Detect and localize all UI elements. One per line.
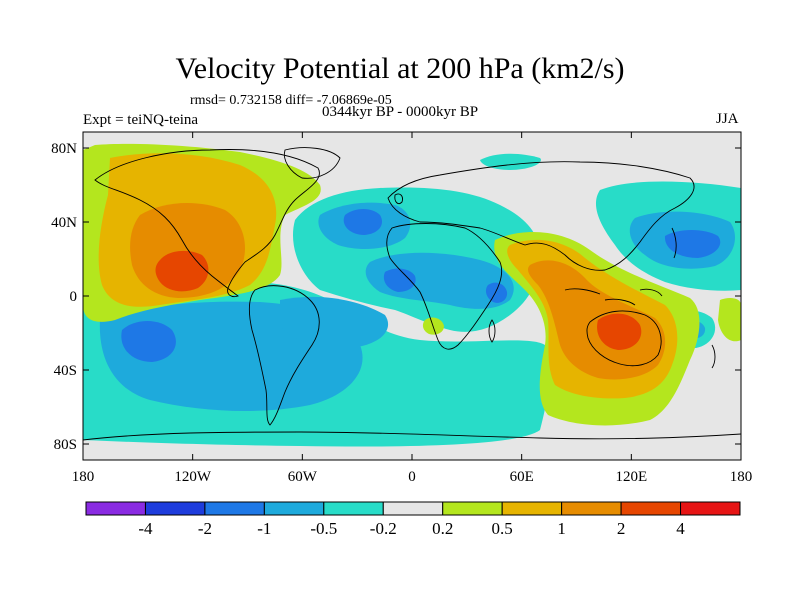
- axis-ticks: [82, 132, 742, 460]
- colorbar-swatch: [144, 501, 206, 516]
- coast-japan: [671, 227, 677, 259]
- contour-neg-eastafrica-core: [485, 282, 508, 303]
- period-label: 0344kyr BP - 0000kyr BP: [322, 104, 479, 120]
- x-tick-label: 180: [730, 469, 753, 485]
- coast-africa: [386, 223, 503, 350]
- colorbar-label: 0.5: [492, 519, 513, 538]
- chart-title: Velocity Potential at 200 hPa (km2/s): [175, 52, 625, 85]
- contour-neg-atlantic-core: [343, 209, 383, 235]
- colorbar-swatch: [382, 501, 444, 516]
- contour-pos-pacific-core: [155, 250, 209, 292]
- x-tick-label: 180: [72, 469, 95, 485]
- colorbar-swatch: [263, 501, 325, 516]
- y-tick-label: 80S: [54, 437, 77, 453]
- colorbar-label: 0.2: [432, 519, 453, 538]
- x-tick-label: 120E: [615, 469, 647, 485]
- y-tick-label: 40N: [51, 215, 77, 231]
- contour-neg-south-atlantic-inner: [280, 296, 389, 349]
- colorbar-label: -0.2: [370, 519, 397, 538]
- x-tick-label: 60E: [510, 469, 534, 485]
- colorbar-swatch: [204, 501, 265, 516]
- coast-europe-asia: [387, 161, 695, 271]
- colorbar-label: -4: [138, 519, 153, 538]
- coast-madagascar: [488, 319, 496, 343]
- y-tick-label: 40S: [54, 363, 77, 379]
- colorbar-label: 2: [617, 519, 626, 538]
- coastlines: [83, 147, 741, 441]
- contour-neg-africa-inner: [365, 252, 514, 309]
- experiment-label: Expt = teiNQ-teina: [83, 112, 199, 128]
- y-tick-label: 80N: [51, 141, 77, 157]
- stats-label: rmsd= 0.732158 diff= -7.06869e-05: [190, 93, 392, 108]
- colorbar-labels: -4 -2 -1 -0.5 -0.2 0.2 0.5 1 2 4: [138, 519, 685, 538]
- colorbar-label: -2: [198, 519, 212, 538]
- contour-neg-arctic: [480, 153, 541, 170]
- colorbar-swatch: [561, 501, 622, 516]
- coast-indonesia: [564, 288, 663, 306]
- contour-pos-indopacific-core: [597, 313, 642, 350]
- coast-antarctica: [83, 431, 741, 441]
- x-tick-label: 120W: [174, 469, 212, 485]
- colorbar-swatch: [501, 501, 563, 516]
- contour-neg-north-pacific-core: [664, 230, 721, 258]
- contour-pos-indopacific-darkorange: [527, 260, 666, 380]
- colorbar-label: 4: [676, 519, 685, 538]
- coast-australia: [586, 310, 662, 367]
- coast-north-america: [94, 149, 320, 298]
- colorbar-label: -1: [257, 519, 271, 538]
- colorbar-label: 1: [557, 519, 566, 538]
- coast-south-america: [248, 285, 320, 426]
- colorbar-swatch: [85, 501, 146, 516]
- colorbar: [85, 501, 741, 516]
- colorbar-swatch: [442, 501, 503, 516]
- colorbar-swatch: [620, 501, 682, 516]
- season-label: JJA: [716, 111, 739, 127]
- contour-neg-pacific-core: [121, 321, 176, 362]
- map-panel: [83, 132, 741, 460]
- colorbar-label: -0.5: [310, 519, 337, 538]
- contour-pos-west-pacific-edge: [718, 297, 741, 342]
- y-tick-label: 0: [70, 289, 78, 305]
- colorbar-swatch: [323, 501, 384, 516]
- coast-greenland: [283, 147, 341, 179]
- y-axis-labels: 80N 40N 0 40S 80S: [51, 141, 77, 453]
- coast-new-zealand: [711, 344, 716, 369]
- contour-neg-africa-core: [383, 268, 416, 292]
- x-tick-label: 0: [408, 469, 416, 485]
- x-tick-label: 60W: [288, 469, 318, 485]
- coast-uk: [394, 193, 403, 205]
- x-axis-labels: 180 120W 60W 0 60E 120E 180: [72, 469, 753, 485]
- colorbar-swatch: [680, 501, 741, 516]
